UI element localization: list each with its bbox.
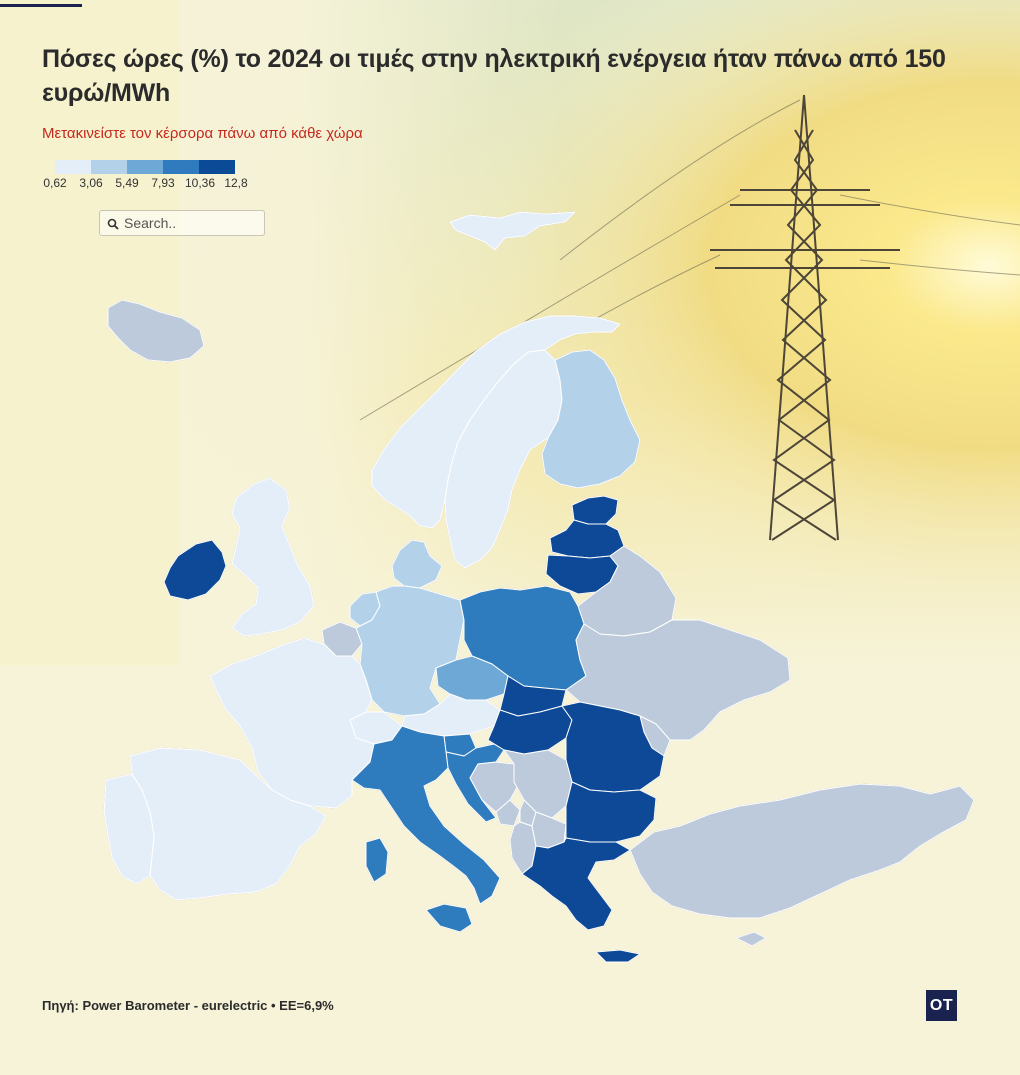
search-input[interactable]: [124, 213, 260, 233]
country-cyprus[interactable]: [735, 931, 767, 947]
search-icon: [107, 218, 119, 230]
color-legend: 0,62 3,06 5,49 7,93 10,36 12,8: [42, 159, 262, 195]
chart-title: Πόσες ώρες (%) το 2024 οι τιμές στην ηλε…: [42, 45, 946, 107]
hover-instruction: Μετακινείστε τον κέρσορα πάνω από κάθε χ…: [42, 125, 363, 142]
search-box[interactable]: [99, 210, 265, 236]
legend-tick-label: 12,8: [224, 176, 248, 190]
legend-tick-label: 3,06: [79, 176, 103, 190]
country-denmark[interactable]: [391, 539, 443, 589]
country-norway[interactable]: [371, 315, 621, 529]
country-ireland[interactable]: [163, 539, 227, 601]
country-north-macedonia[interactable]: [531, 811, 567, 849]
legend-swatch: [91, 160, 127, 174]
country-italy[interactable]: [351, 725, 501, 933]
country-ukraine[interactable]: [565, 619, 791, 741]
legend-swatch: [163, 160, 199, 174]
country-finland[interactable]: [541, 349, 641, 489]
legend-tick-label: 7,93: [151, 176, 175, 190]
source-note: Πηγή: Power Barometer - eurelectric • ΕΕ…: [42, 998, 334, 1013]
legend-tick-label: 5,49: [115, 176, 139, 190]
country-iceland[interactable]: [107, 299, 205, 363]
country-svalbard[interactable]: [449, 211, 576, 251]
top-accent-rule: [0, 4, 82, 7]
country-portugal[interactable]: [103, 773, 155, 885]
legend-tick-label: 10,36: [184, 176, 216, 190]
country-serbia[interactable]: [503, 749, 573, 819]
country-turkey[interactable]: [629, 783, 975, 919]
legend-tick-label: 0,62: [43, 176, 67, 190]
country-romania[interactable]: [561, 701, 665, 793]
ot-logo: ΟΤ: [926, 990, 957, 1021]
legend-color-bar: [55, 160, 235, 174]
legend-swatch: [199, 160, 235, 174]
country-uk[interactable]: [231, 477, 315, 637]
legend-swatch: [55, 160, 91, 174]
legend-swatch: [127, 160, 163, 174]
country-latvia[interactable]: [549, 519, 625, 559]
country-montenegro[interactable]: [495, 799, 521, 827]
country-estonia[interactable]: [571, 495, 619, 525]
country-greece[interactable]: [521, 837, 641, 963]
